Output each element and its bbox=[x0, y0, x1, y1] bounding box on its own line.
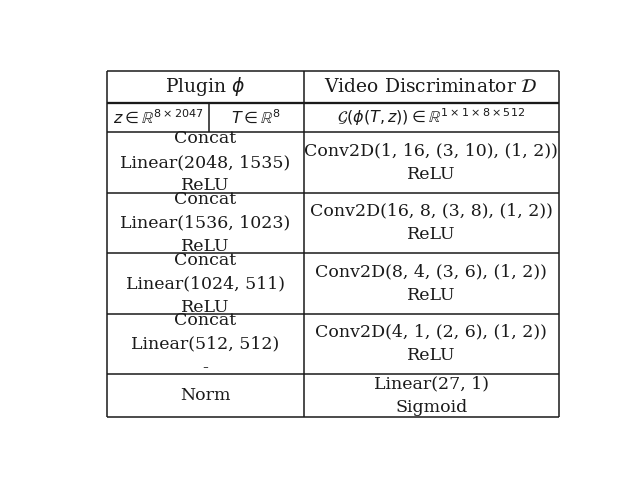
Text: Conv2D(1, 16, (3, 10), (1, 2))
ReLU: Conv2D(1, 16, (3, 10), (1, 2)) ReLU bbox=[304, 142, 558, 183]
Text: Concat
Linear(1024, 511)
ReLU: Concat Linear(1024, 511) ReLU bbox=[126, 252, 285, 315]
Text: $\mathcal{G}(\phi(T,z)) \in \mathbb{R}^{1\times1\times8\times512}$: $\mathcal{G}(\phi(T,z)) \in \mathbb{R}^{… bbox=[337, 107, 525, 128]
Text: Conv2D(16, 8, (3, 8), (1, 2))
ReLU: Conv2D(16, 8, (3, 8), (1, 2)) ReLU bbox=[310, 203, 552, 243]
Text: Linear(27, 1)
Sigmoid: Linear(27, 1) Sigmoid bbox=[374, 375, 488, 416]
Text: Conv2D(8, 4, (3, 6), (1, 2))
ReLU: Conv2D(8, 4, (3, 6), (1, 2)) ReLU bbox=[315, 263, 547, 304]
Text: Conv2D(4, 1, (2, 6), (1, 2))
ReLU: Conv2D(4, 1, (2, 6), (1, 2)) ReLU bbox=[315, 324, 547, 364]
Text: Concat
Linear(512, 512)
-: Concat Linear(512, 512) - bbox=[131, 312, 280, 376]
Text: $z \in \mathbb{R}^{8\times2047}$: $z \in \mathbb{R}^{8\times2047}$ bbox=[113, 109, 204, 127]
Text: Concat
Linear(2048, 1535)
ReLU: Concat Linear(2048, 1535) ReLU bbox=[120, 130, 291, 195]
Text: $T \in \mathbb{R}^{8}$: $T \in \mathbb{R}^{8}$ bbox=[231, 109, 282, 127]
Text: Concat
Linear(1536, 1023)
ReLU: Concat Linear(1536, 1023) ReLU bbox=[120, 191, 291, 255]
Text: Norm: Norm bbox=[180, 387, 230, 404]
Text: Video Discriminator $\mathcal{D}$: Video Discriminator $\mathcal{D}$ bbox=[324, 78, 538, 96]
Text: Plugin $\phi$: Plugin $\phi$ bbox=[165, 75, 246, 99]
